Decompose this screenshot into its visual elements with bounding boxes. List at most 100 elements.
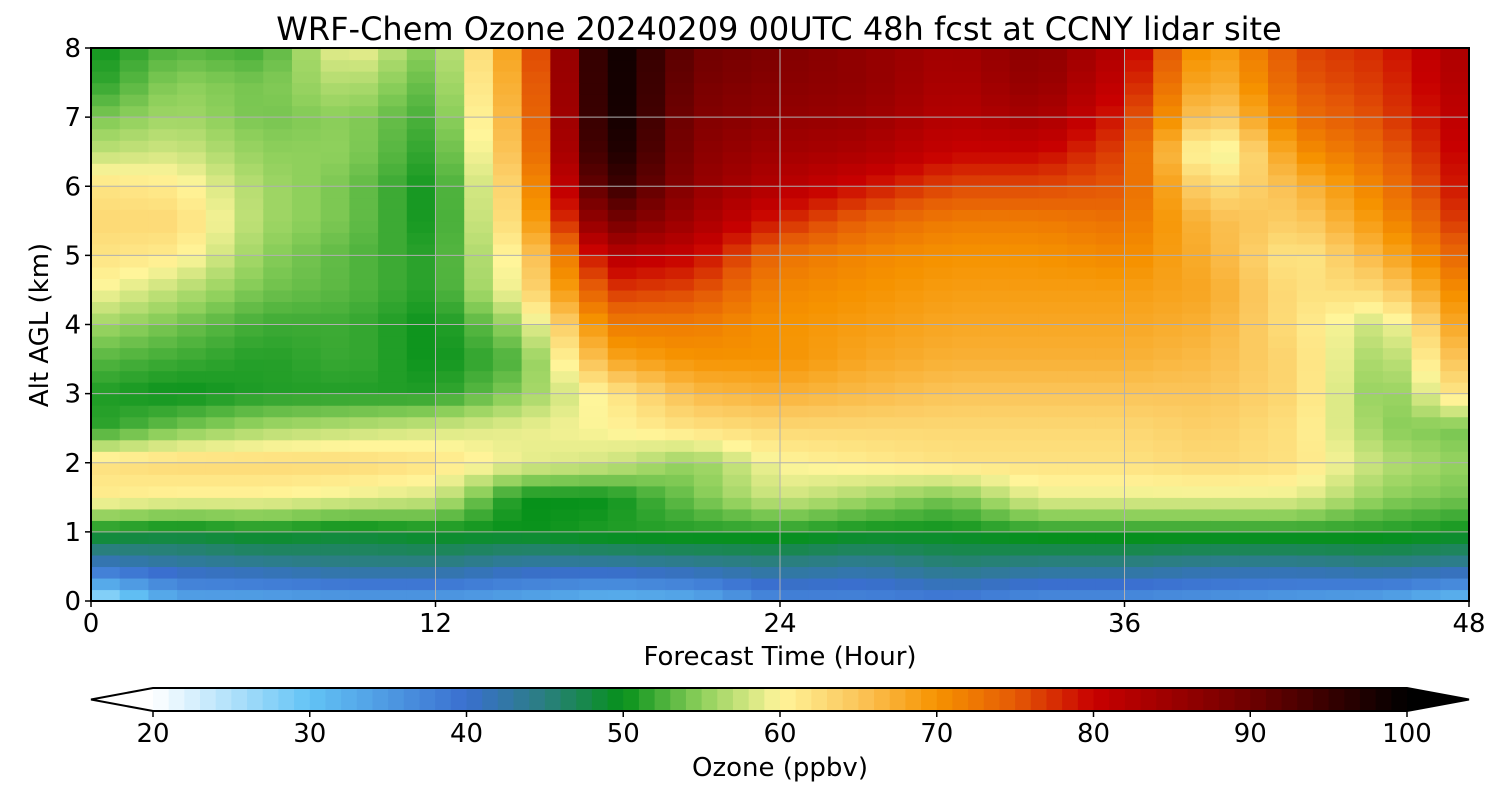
heatmap-cell [291, 243, 322, 256]
heatmap-cell [980, 577, 1011, 591]
heatmap-cell [119, 520, 150, 533]
heatmap-cell [894, 48, 925, 61]
heatmap-cell [751, 370, 781, 383]
heatmap-cell [808, 439, 839, 452]
heatmap-cell [1095, 462, 1126, 475]
heatmap-cell [1124, 278, 1154, 291]
heatmap-cell [693, 312, 724, 326]
heatmap-cell [291, 174, 322, 187]
heatmap-cell [1268, 405, 1298, 418]
heatmap-cell [320, 439, 350, 452]
heatmap-cell [1239, 336, 1269, 349]
heatmap-cell [550, 220, 580, 233]
heatmap-cell [91, 220, 121, 233]
heatmap-cell [148, 232, 178, 245]
heatmap-cell [665, 82, 695, 95]
heatmap-cell [1181, 197, 1212, 210]
heatmap-cell [980, 428, 1011, 441]
heatmap-cell [550, 439, 580, 452]
heatmap-cell [1440, 347, 1470, 360]
colorbar-swatch [936, 688, 953, 711]
heatmap-cell [1239, 543, 1269, 556]
heatmap-cell [291, 336, 322, 349]
heatmap-cell [1354, 163, 1384, 176]
heatmap-cell [665, 94, 695, 107]
y-tick-label: 5 [64, 241, 81, 271]
heatmap-cell [177, 416, 207, 429]
heatmap-cell [1382, 186, 1413, 199]
heatmap-cell [1325, 71, 1355, 84]
heatmap-cell [1095, 151, 1126, 164]
heatmap-cell [263, 451, 293, 464]
heatmap-cell [1268, 474, 1298, 487]
heatmap-cell [1009, 255, 1039, 268]
heatmap-cell [205, 405, 236, 418]
heatmap-cell [1382, 301, 1413, 314]
heatmap-cell [263, 197, 293, 210]
heatmap-cell [751, 589, 781, 602]
heatmap-cell [1325, 151, 1355, 164]
heatmap-cell [579, 243, 609, 256]
heatmap-cell [722, 312, 752, 326]
heatmap-cell [1268, 485, 1298, 498]
heatmap-cell [952, 566, 982, 579]
heatmap-cell [1354, 382, 1384, 395]
heatmap-cell [1095, 531, 1126, 544]
heatmap-cell [780, 209, 810, 222]
heatmap-cell [837, 416, 867, 429]
heatmap-cell [119, 566, 150, 579]
heatmap-cell [234, 566, 264, 579]
heatmap-cell [952, 370, 982, 383]
heatmap-cell [607, 416, 638, 429]
heatmap-cell [349, 266, 379, 280]
heatmap-cell [177, 289, 207, 303]
heatmap-cell [464, 393, 494, 406]
heatmap-cell [665, 151, 695, 164]
heatmap-cell [349, 589, 379, 602]
heatmap-cell [1009, 508, 1039, 521]
heatmap-cell [177, 312, 207, 326]
heatmap-cell [1325, 220, 1355, 233]
heatmap-cell [837, 497, 867, 510]
heatmap-cell [521, 439, 551, 452]
heatmap-cell [980, 589, 1011, 602]
heatmap-cell [263, 94, 293, 107]
heatmap-cell [722, 531, 752, 544]
heatmap-cell [234, 531, 264, 544]
heatmap-cell [1009, 451, 1039, 464]
heatmap-cell [837, 232, 867, 245]
heatmap-cell [263, 336, 293, 349]
heatmap-cell [1354, 197, 1384, 210]
heatmap-cell [148, 336, 178, 349]
heatmap-cell [780, 266, 810, 280]
heatmap-cell [177, 163, 207, 176]
colorbar-swatch [811, 688, 828, 711]
heatmap-cell [1354, 405, 1384, 418]
heatmap-cell [320, 382, 350, 395]
heatmap-cell [148, 520, 178, 533]
heatmap-cell [1382, 531, 1413, 544]
heatmap-cell [1440, 566, 1470, 579]
heatmap-cell [234, 243, 264, 256]
heatmap-cell [1440, 497, 1470, 510]
colorbar-swatch [1203, 688, 1220, 711]
heatmap-cell [263, 359, 293, 372]
heatmap-cell [1411, 462, 1441, 475]
heatmap-cell [119, 554, 150, 568]
heatmap-cell [780, 278, 810, 291]
heatmap-cell [1124, 151, 1154, 164]
heatmap-cell [1239, 82, 1269, 95]
heatmap-cell [550, 531, 580, 544]
heatmap-cell [378, 359, 408, 372]
heatmap-cell [1153, 71, 1183, 84]
heatmap-cell [1095, 451, 1126, 464]
heatmap-cell [952, 197, 982, 210]
heatmap-cell [1181, 117, 1212, 130]
heatmap-cell [263, 301, 293, 314]
heatmap-cell [291, 117, 322, 130]
heatmap-cell [1239, 266, 1269, 280]
heatmap-cell [1382, 577, 1413, 591]
heatmap-cell [521, 243, 551, 256]
heatmap-cell [177, 554, 207, 568]
heatmap-cell [751, 577, 781, 591]
